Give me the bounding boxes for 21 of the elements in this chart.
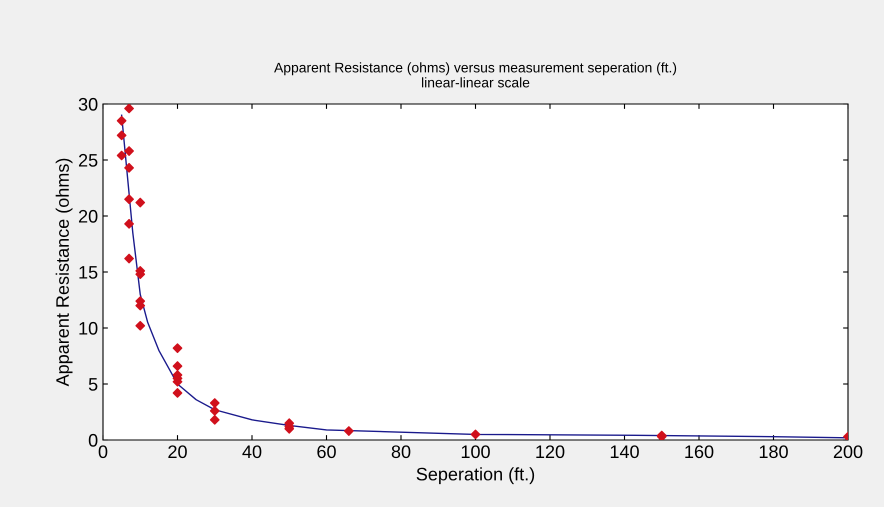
- y-tick-label: 10: [79, 322, 98, 335]
- y-tick-label: 15: [79, 266, 98, 279]
- x-tick-label: 0: [98, 445, 108, 458]
- x-tick-label: 100: [462, 445, 490, 458]
- x-tick-label: 200: [834, 445, 862, 458]
- x-axis-title: Seperation (ft.): [416, 467, 534, 484]
- x-tick-label: 60: [317, 445, 336, 458]
- y-tick-label: 20: [78, 210, 98, 223]
- chart-title: Apparent Resistance (ohms) versus measurement seperation (ft.) linear-linear scale: [274, 62, 676, 88]
- x-tick-label: 120: [536, 445, 564, 458]
- x-tick-label: 180: [760, 445, 788, 458]
- x-tick-label: 80: [392, 445, 410, 458]
- x-tick-label: 160: [685, 445, 714, 458]
- y-axis-title: Apparent Resistance (ohms): [56, 158, 72, 386]
- x-tick-label: 20: [168, 445, 187, 458]
- x-tick-label: 40: [242, 445, 262, 458]
- x-tick-label: 140: [610, 445, 639, 458]
- y-tick-label: 0: [88, 434, 98, 447]
- y-tick-label: 25: [78, 154, 98, 167]
- y-tick-label: 5: [88, 378, 98, 391]
- y-tick-label: 30: [78, 98, 98, 111]
